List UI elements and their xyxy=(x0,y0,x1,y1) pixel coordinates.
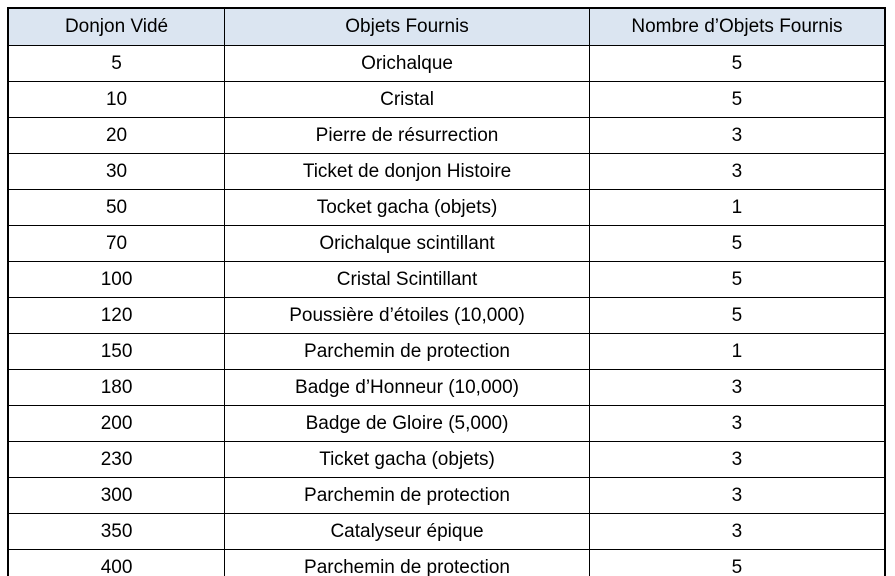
cell-objet-fourni: Cristal Scintillant xyxy=(224,261,590,298)
table-row: 200 Badge de Gloire (5,000) 3 xyxy=(7,405,886,442)
table-row: 30 Ticket de donjon Histoire 3 xyxy=(7,153,886,190)
cell-donjon-vide: 100 xyxy=(7,261,226,298)
cell-donjon-vide: 300 xyxy=(7,477,226,514)
cell-objet-fourni: Parchemin de protection xyxy=(224,477,590,514)
table-row: 10 Cristal 5 xyxy=(7,81,886,118)
cell-nombre-objets: 3 xyxy=(588,477,886,514)
table-row: 300 Parchemin de protection 3 xyxy=(7,477,886,514)
cell-donjon-vide: 400 xyxy=(7,549,226,576)
cell-objet-fourni: Orichalque scintillant xyxy=(224,225,590,262)
cell-donjon-vide: 30 xyxy=(7,153,226,190)
cell-donjon-vide: 70 xyxy=(7,225,226,262)
cell-nombre-objets: 5 xyxy=(588,81,886,118)
cell-objet-fourni: Badge d’Honneur (10,000) xyxy=(224,369,590,406)
table-row: 180 Badge d’Honneur (10,000) 3 xyxy=(7,369,886,406)
cell-nombre-objets: 3 xyxy=(588,441,886,478)
cell-donjon-vide: 20 xyxy=(7,117,226,154)
cell-nombre-objets: 5 xyxy=(588,549,886,576)
cell-objet-fourni: Poussière d’étoiles (10,000) xyxy=(224,297,590,334)
cell-objet-fourni: Catalyseur épique xyxy=(224,513,590,550)
cell-nombre-objets: 5 xyxy=(588,261,886,298)
cell-donjon-vide: 5 xyxy=(7,45,226,82)
cell-donjon-vide: 230 xyxy=(7,441,226,478)
cell-objet-fourni: Tocket gacha (objets) xyxy=(224,189,590,226)
cell-objet-fourni: Parchemin de protection xyxy=(224,333,590,370)
cell-objet-fourni: Ticket de donjon Histoire xyxy=(224,153,590,190)
cell-donjon-vide: 350 xyxy=(7,513,226,550)
cell-objet-fourni: Badge de Gloire (5,000) xyxy=(224,405,590,442)
cell-nombre-objets: 5 xyxy=(588,225,886,262)
table-row: 100 Cristal Scintillant 5 xyxy=(7,261,886,298)
cell-objet-fourni: Pierre de résurrection xyxy=(224,117,590,154)
cell-donjon-vide: 10 xyxy=(7,81,226,118)
table-row: 70 Orichalque scintillant 5 xyxy=(7,225,886,262)
table-row: 20 Pierre de résurrection 3 xyxy=(7,117,886,154)
table-header: Donjon Vidé Objets Fournis Nombre d’Obje… xyxy=(7,7,886,46)
table-row: 5 Orichalque 5 xyxy=(7,45,886,82)
cell-nombre-objets: 1 xyxy=(588,189,886,226)
cell-nombre-objets: 3 xyxy=(588,405,886,442)
cell-nombre-objets: 3 xyxy=(588,153,886,190)
cell-objet-fourni: Cristal xyxy=(224,81,590,118)
cell-donjon-vide: 200 xyxy=(7,405,226,442)
table-row: 230 Ticket gacha (objets) 3 xyxy=(7,441,886,478)
cell-nombre-objets: 5 xyxy=(588,45,886,82)
cell-objet-fourni: Parchemin de protection xyxy=(224,549,590,576)
table-row: 150 Parchemin de protection 1 xyxy=(7,333,886,370)
table-row: 400 Parchemin de protection 5 xyxy=(7,549,886,576)
cell-donjon-vide: 50 xyxy=(7,189,226,226)
header-objets-fournis: Objets Fournis xyxy=(224,7,590,46)
table-body: 5 Orichalque 5 10 Cristal 5 20 Pierre de résurr… xyxy=(7,45,886,576)
reward-table: Donjon Vidé Objets Fournis Nombre d’Obje… xyxy=(7,7,886,576)
cell-nombre-objets: 1 xyxy=(588,333,886,370)
header-nombre-objets-fournis: Nombre d’Objets Fournis xyxy=(588,7,886,46)
cell-objet-fourni: Ticket gacha (objets) xyxy=(224,441,590,478)
cell-nombre-objets: 3 xyxy=(588,369,886,406)
table-row: 120 Poussière d’étoiles (10,000) 5 xyxy=(7,297,886,334)
cell-donjon-vide: 120 xyxy=(7,297,226,334)
cell-donjon-vide: 150 xyxy=(7,333,226,370)
cell-objet-fourni: Orichalque xyxy=(224,45,590,82)
header-row: Donjon Vidé Objets Fournis Nombre d’Obje… xyxy=(7,7,886,46)
cell-donjon-vide: 180 xyxy=(7,369,226,406)
cell-nombre-objets: 3 xyxy=(588,513,886,550)
table-row: 350 Catalyseur épique 3 xyxy=(7,513,886,550)
header-donjon-vide: Donjon Vidé xyxy=(7,7,226,46)
cell-nombre-objets: 5 xyxy=(588,297,886,334)
cell-nombre-objets: 3 xyxy=(588,117,886,154)
table-row: 50 Tocket gacha (objets) 1 xyxy=(7,189,886,226)
